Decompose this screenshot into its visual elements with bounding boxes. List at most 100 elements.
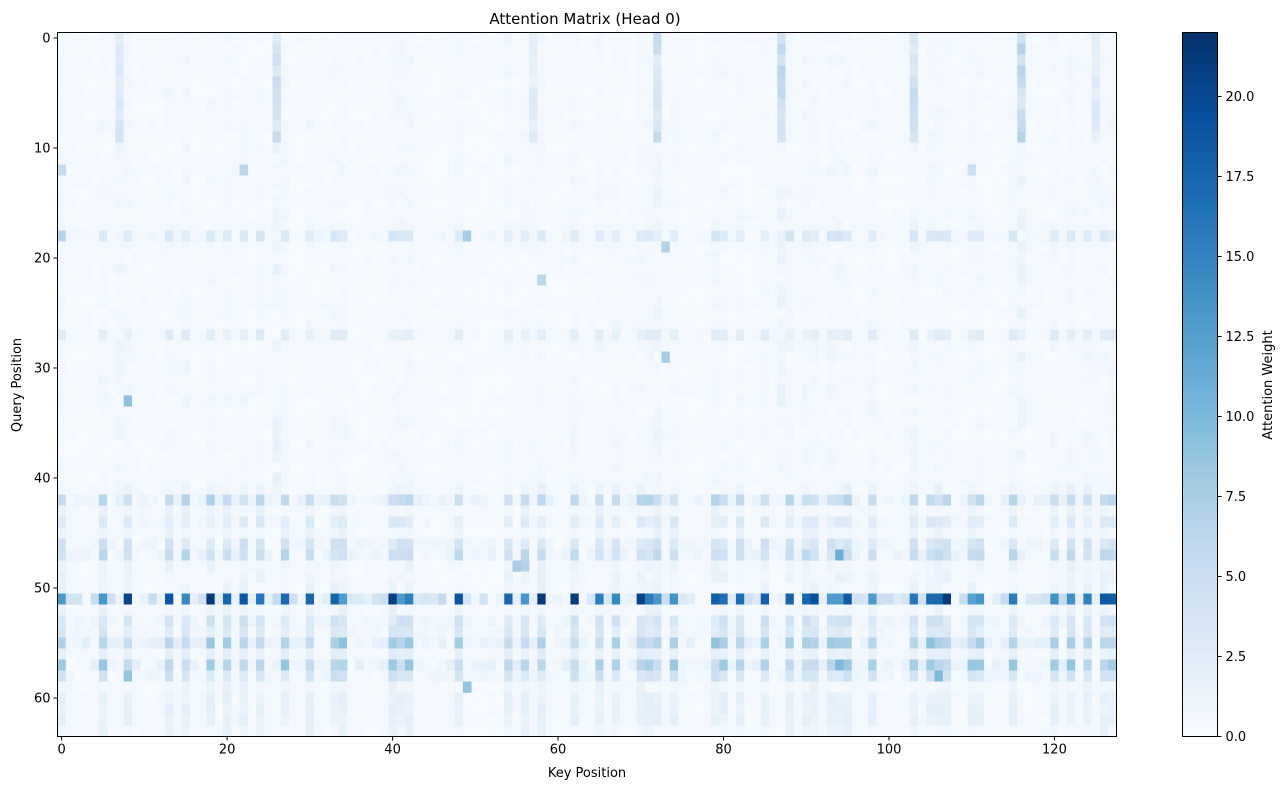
heatmap-cell <box>636 43 646 55</box>
heatmap-cell <box>603 109 613 121</box>
heatmap-cell <box>247 197 257 209</box>
heatmap-cell <box>256 120 265 132</box>
heatmap-cell <box>959 252 968 264</box>
heatmap-cell <box>413 417 422 429</box>
heatmap-cell <box>1066 560 1076 572</box>
heatmap-cell <box>843 274 853 286</box>
heatmap-cell <box>57 417 67 429</box>
heatmap-cell <box>860 208 869 220</box>
heatmap-cell <box>454 263 464 275</box>
heatmap-cell <box>719 439 728 451</box>
heatmap-cell <box>247 461 257 473</box>
heatmap-cell <box>181 527 191 539</box>
heatmap-cell <box>512 373 522 385</box>
heatmap-cell <box>884 43 894 55</box>
heatmap-cell <box>868 516 877 528</box>
heatmap-cell <box>512 384 522 396</box>
heatmap-cell <box>620 252 629 264</box>
heatmap-cell <box>777 164 786 176</box>
heatmap-cell <box>65 307 75 319</box>
heatmap-cell <box>380 32 389 44</box>
heatmap-cell <box>222 54 232 66</box>
heatmap-cell <box>942 241 952 253</box>
heatmap-cell <box>653 329 662 341</box>
heatmap-cell <box>338 505 348 517</box>
heatmap-cell <box>984 417 993 429</box>
heatmap-cell <box>98 87 108 99</box>
heatmap-cell <box>620 395 629 407</box>
heatmap-cell <box>926 65 935 77</box>
heatmap-cell <box>123 98 133 110</box>
heatmap-cell <box>835 76 844 88</box>
heatmap-cell <box>57 98 67 110</box>
heatmap-cell <box>181 307 191 319</box>
heatmap-cell <box>843 87 853 99</box>
heatmap-cell <box>90 428 100 440</box>
heatmap-cell <box>280 175 290 187</box>
heatmap-cell <box>595 439 604 451</box>
heatmap-cell <box>669 263 679 275</box>
heatmap-cell <box>719 197 728 209</box>
heatmap-cell <box>1066 417 1076 429</box>
heatmap-cell <box>198 186 207 198</box>
heatmap-cell <box>570 54 580 66</box>
heatmap-cell <box>678 516 687 528</box>
heatmap-cell <box>959 153 968 165</box>
heatmap-cell <box>173 505 182 517</box>
heatmap-cell <box>967 505 977 517</box>
heatmap-cell <box>198 120 207 132</box>
heatmap-cell <box>438 230 447 242</box>
heatmap-cell <box>479 32 489 44</box>
heatmap-cell <box>537 362 546 374</box>
heatmap-cell <box>454 483 464 495</box>
heatmap-cell <box>926 230 935 242</box>
heatmap-cell <box>868 274 877 286</box>
heatmap-cell <box>1033 252 1043 264</box>
heatmap-cell <box>653 263 662 275</box>
heatmap-cell <box>934 120 944 132</box>
heatmap-cell <box>446 296 455 308</box>
heatmap-cell <box>487 230 497 242</box>
heatmap-cell <box>165 153 174 165</box>
heatmap-cell <box>272 164 282 176</box>
heatmap-cell <box>1033 230 1043 242</box>
heatmap-cell <box>975 153 985 165</box>
chart-title: Attention Matrix (Head 0) <box>489 10 680 28</box>
heatmap-cell <box>752 428 762 440</box>
heatmap-cell <box>90 538 100 550</box>
heatmap-cell <box>802 285 811 297</box>
heatmap-cell <box>843 373 853 385</box>
heatmap-cell <box>487 252 497 264</box>
heatmap-cell <box>785 516 795 528</box>
heatmap-cell <box>686 296 695 308</box>
heatmap-cell <box>529 142 538 154</box>
heatmap-cell <box>1033 373 1043 385</box>
heatmap-cell <box>951 450 960 462</box>
heatmap-cell <box>438 439 447 451</box>
heatmap-cell <box>1008 208 1018 220</box>
heatmap-cell <box>520 263 530 275</box>
heatmap-cell <box>620 549 629 561</box>
heatmap-cell <box>429 241 439 253</box>
heatmap-cell <box>578 340 588 352</box>
heatmap-cell <box>926 87 935 99</box>
heatmap-cell <box>1017 560 1026 572</box>
heatmap-cell <box>802 472 811 484</box>
heatmap-cell <box>951 164 960 176</box>
heatmap-cell <box>876 219 886 231</box>
heatmap-cell <box>462 505 472 517</box>
heatmap-cell <box>537 505 546 517</box>
heatmap-cell <box>446 120 455 132</box>
heatmap-cell <box>82 417 91 429</box>
heatmap-cell <box>123 65 133 77</box>
heatmap-cell <box>529 439 538 451</box>
heatmap-cell <box>107 417 116 429</box>
heatmap-cell <box>280 472 290 484</box>
heatmap-cell <box>504 450 513 462</box>
heatmap-cell <box>984 153 993 165</box>
heatmap-cell <box>926 43 935 55</box>
heatmap-cell <box>702 483 712 495</box>
heatmap-cell <box>653 340 662 352</box>
heatmap-cell <box>975 32 985 44</box>
heatmap-cell <box>752 472 762 484</box>
